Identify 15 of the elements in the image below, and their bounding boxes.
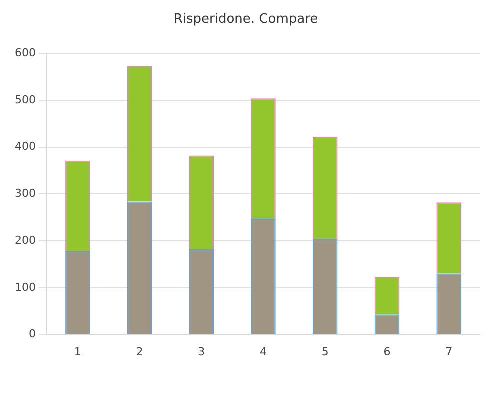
y-tick-label: 600 xyxy=(14,46,36,60)
y-tick-label: 300 xyxy=(14,187,36,200)
y-tick-label: 0 xyxy=(28,328,36,341)
x-tick-label: 5 xyxy=(322,345,329,358)
x-tick-label: 7 xyxy=(446,345,453,358)
x-tick-label: 1 xyxy=(74,345,82,358)
y-tick-label: 400 xyxy=(14,140,36,154)
x-tick-label: 6 xyxy=(384,345,391,358)
chart-title: Risperidone. Compare xyxy=(174,12,318,28)
x-tick-label: 2 xyxy=(136,345,144,358)
y-tick-label: 500 xyxy=(14,93,36,106)
y-tick-label: 100 xyxy=(14,280,36,294)
y-tick-label: 200 xyxy=(14,234,36,247)
x-tick-label: 4 xyxy=(260,345,267,358)
x-tick-label: 3 xyxy=(198,345,206,358)
